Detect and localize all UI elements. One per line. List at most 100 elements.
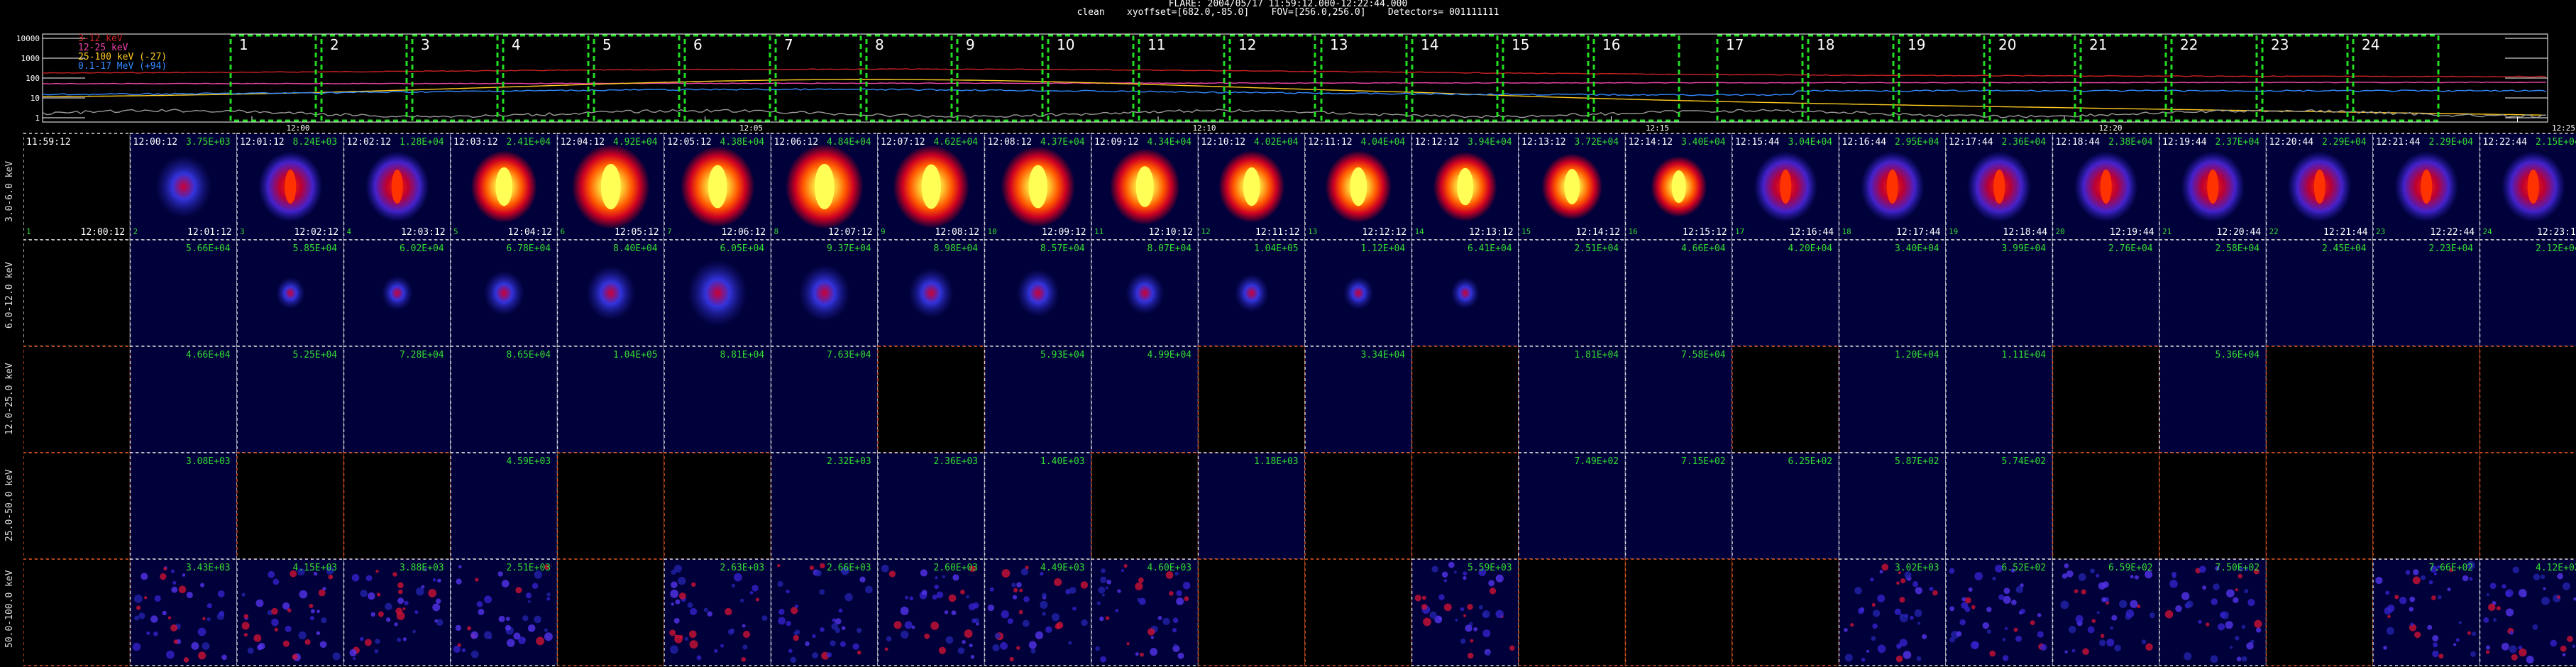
noise-speckle — [957, 647, 965, 654]
noise-speckle — [476, 601, 483, 607]
image-panel — [23, 453, 131, 559]
noise-speckle — [2037, 631, 2044, 638]
legend-entry: 0.1-17 MeV (+94) — [78, 61, 167, 72]
noise-speckle — [1115, 608, 1119, 612]
panel-start-time: 12:20:44 — [2269, 137, 2314, 148]
noise-speckle — [2062, 573, 2068, 579]
interval-number: 10 — [1057, 36, 1074, 53]
noise-speckle — [911, 625, 915, 629]
noise-speckle — [1914, 609, 1922, 617]
noise-speckle — [1470, 639, 1474, 643]
noise-speckle — [515, 587, 522, 594]
noise-speckle — [385, 602, 392, 610]
noise-speckle — [832, 618, 837, 622]
noise-speckle — [2455, 638, 2460, 642]
noise-speckle — [932, 594, 937, 600]
image-panel — [1946, 559, 2053, 666]
image-panel — [1946, 240, 2053, 346]
interval-number: 24 — [2362, 36, 2379, 53]
interval-box — [865, 34, 953, 122]
noise-speckle — [742, 630, 751, 639]
noise-speckle — [1172, 645, 1180, 653]
noise-speckle — [1100, 576, 1107, 583]
noise-speckle — [1069, 586, 1077, 594]
noise-speckle — [2486, 592, 2489, 597]
panel-index: 16 — [1628, 227, 1638, 236]
noise-speckle — [2210, 655, 2218, 663]
noise-speckle — [888, 570, 896, 578]
image-panel — [1839, 240, 1946, 346]
row-label-strip — [0, 133, 23, 667]
panel-max-value: 3.40E+04 — [1681, 137, 1726, 148]
noise-speckle — [2225, 621, 2233, 629]
image-panel — [1839, 453, 1946, 559]
interval-box — [683, 34, 771, 122]
image-panel — [2479, 346, 2576, 453]
noise-speckle — [731, 583, 736, 588]
noise-speckle — [534, 615, 541, 624]
image-panel — [557, 559, 664, 666]
noise-speckle — [2002, 655, 2009, 661]
noise-speckle — [844, 592, 853, 602]
panel-max-value: 2.45E+04 — [2322, 243, 2367, 254]
source-core — [1886, 170, 1898, 204]
noise-speckle — [506, 639, 515, 647]
noise-speckle — [2533, 573, 2541, 580]
interval-number: 23 — [2271, 36, 2289, 53]
panel-max-value: 2.29E+04 — [2322, 137, 2367, 148]
noise-speckle — [1105, 616, 1110, 620]
ytick-label: 10000 — [16, 34, 40, 43]
noise-speckle — [243, 632, 248, 637]
noise-speckle — [522, 637, 526, 641]
noise-speckle — [2238, 566, 2243, 572]
interval-number: 21 — [2089, 36, 2107, 53]
interval-box — [1502, 34, 1590, 122]
panel-max-value: 8.24E+03 — [292, 137, 338, 148]
source-core — [1135, 166, 1154, 207]
image-panel — [878, 559, 985, 666]
noise-speckle — [1157, 615, 1162, 620]
noise-speckle — [2098, 582, 2106, 590]
noise-speckle — [1053, 578, 1062, 587]
panel-max-value: 8.98E+04 — [933, 243, 979, 254]
panel-max-value: 6.59E+02 — [2108, 563, 2153, 573]
panel-max-value: 8.81E+04 — [720, 350, 765, 360]
panel-max-value: 2.12E+04 — [2536, 243, 2576, 254]
image-panel — [1625, 346, 1732, 453]
panel-end-time: 12:02:12 — [294, 227, 339, 238]
panel-max-value: 8.65E+04 — [506, 350, 551, 360]
noise-speckle — [1971, 605, 1976, 610]
noise-speckle — [1173, 644, 1177, 647]
noise-speckle — [852, 643, 859, 650]
noise-speckle — [2246, 642, 2254, 650]
source-blob — [1125, 271, 1165, 315]
panel-max-value: 3.34E+04 — [1360, 350, 1406, 360]
panel-max-value: 3.99E+04 — [2001, 243, 2047, 254]
noise-speckle — [1877, 644, 1886, 654]
noise-speckle — [321, 617, 327, 624]
source-blob — [585, 265, 636, 321]
source-core — [1243, 167, 1260, 206]
noise-speckle — [2254, 619, 2262, 628]
panel-max-value: 5.74E+02 — [2001, 456, 2047, 467]
panel-max-value: 7.50E+02 — [2215, 563, 2260, 573]
noise-speckle — [1016, 582, 1022, 588]
interval-number: 3 — [421, 36, 430, 53]
source-core — [1457, 167, 1474, 206]
noise-speckle — [942, 575, 946, 579]
noise-speckle — [522, 615, 529, 622]
noise-speckle — [1035, 631, 1044, 639]
noise-speckle — [1894, 608, 1901, 615]
noise-speckle — [396, 637, 402, 642]
noise-speckle — [1463, 575, 1467, 580]
interval-box — [1228, 34, 1316, 122]
noise-speckle — [378, 611, 384, 617]
interval-number: 22 — [2180, 36, 2198, 53]
noise-speckle — [421, 585, 425, 589]
ytick-label: 10 — [31, 94, 40, 103]
panel-max-value: 4.59E+03 — [506, 456, 551, 467]
source-blob — [275, 277, 305, 309]
noise-speckle — [2518, 645, 2523, 650]
noise-speckle — [2256, 627, 2262, 633]
noise-speckle — [375, 639, 380, 644]
